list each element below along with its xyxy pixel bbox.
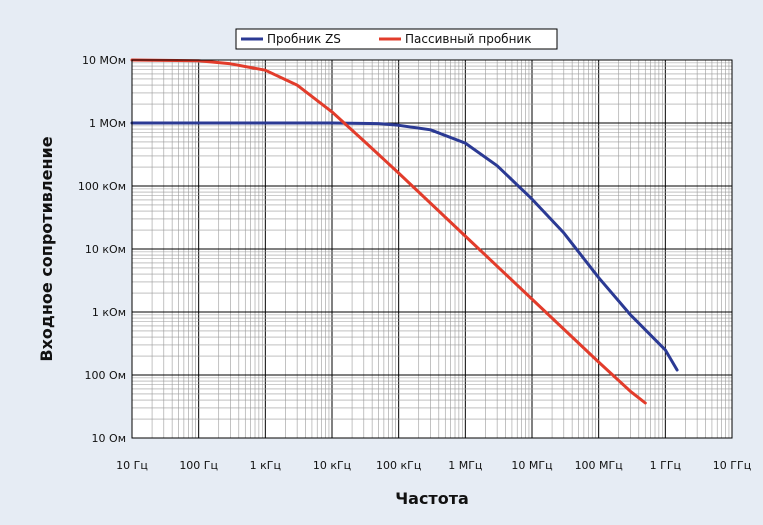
x-axis-title: Частота [395, 489, 469, 508]
x-tick-label: 1 ГГц [650, 459, 681, 472]
y-axis-title: Входное сопротивление [37, 136, 56, 361]
tick-labels: 10 Гц 100 Гц 1 кГц 10 кГц 100 кГц 1 МГц 10 МГц… [78, 54, 751, 472]
series-line-1 [130, 121, 679, 372]
x-tick-label: 10 Гц [116, 459, 148, 472]
y-tick-label: 1 кОм [92, 306, 126, 319]
x-tick-label: 100 МГц [575, 459, 623, 472]
y-tick-label: 1 МОм [89, 117, 126, 130]
x-tick-label: 10 ГГц [713, 459, 751, 472]
x-tick-label: 1 кГц [250, 459, 281, 472]
y-tick-label: 10 МОм [82, 54, 126, 67]
x-tick-label: 1 МГц [448, 459, 482, 472]
series-line-2 [130, 58, 647, 405]
plot-border [131, 59, 733, 439]
legend-label-2: Пассивный пробник [405, 32, 531, 46]
grid [131, 60, 732, 439]
y-tick-label: 10 кОм [85, 243, 126, 256]
x-tick-label: 10 МГц [511, 459, 552, 472]
y-tick-label: 10 Ом [92, 432, 126, 445]
legend-label-1: Пробник ZS [267, 32, 341, 46]
x-tick-label: 100 кГц [376, 459, 421, 472]
x-tick-label: 100 Гц [179, 459, 218, 472]
series-lines [130, 58, 679, 405]
y-tick-label: 100 кОм [78, 180, 126, 193]
y-tick-label: 100 Ом [85, 369, 126, 382]
legend: Пробник ZS Пассивный пробник [235, 28, 558, 50]
x-tick-label: 10 кГц [313, 459, 351, 472]
